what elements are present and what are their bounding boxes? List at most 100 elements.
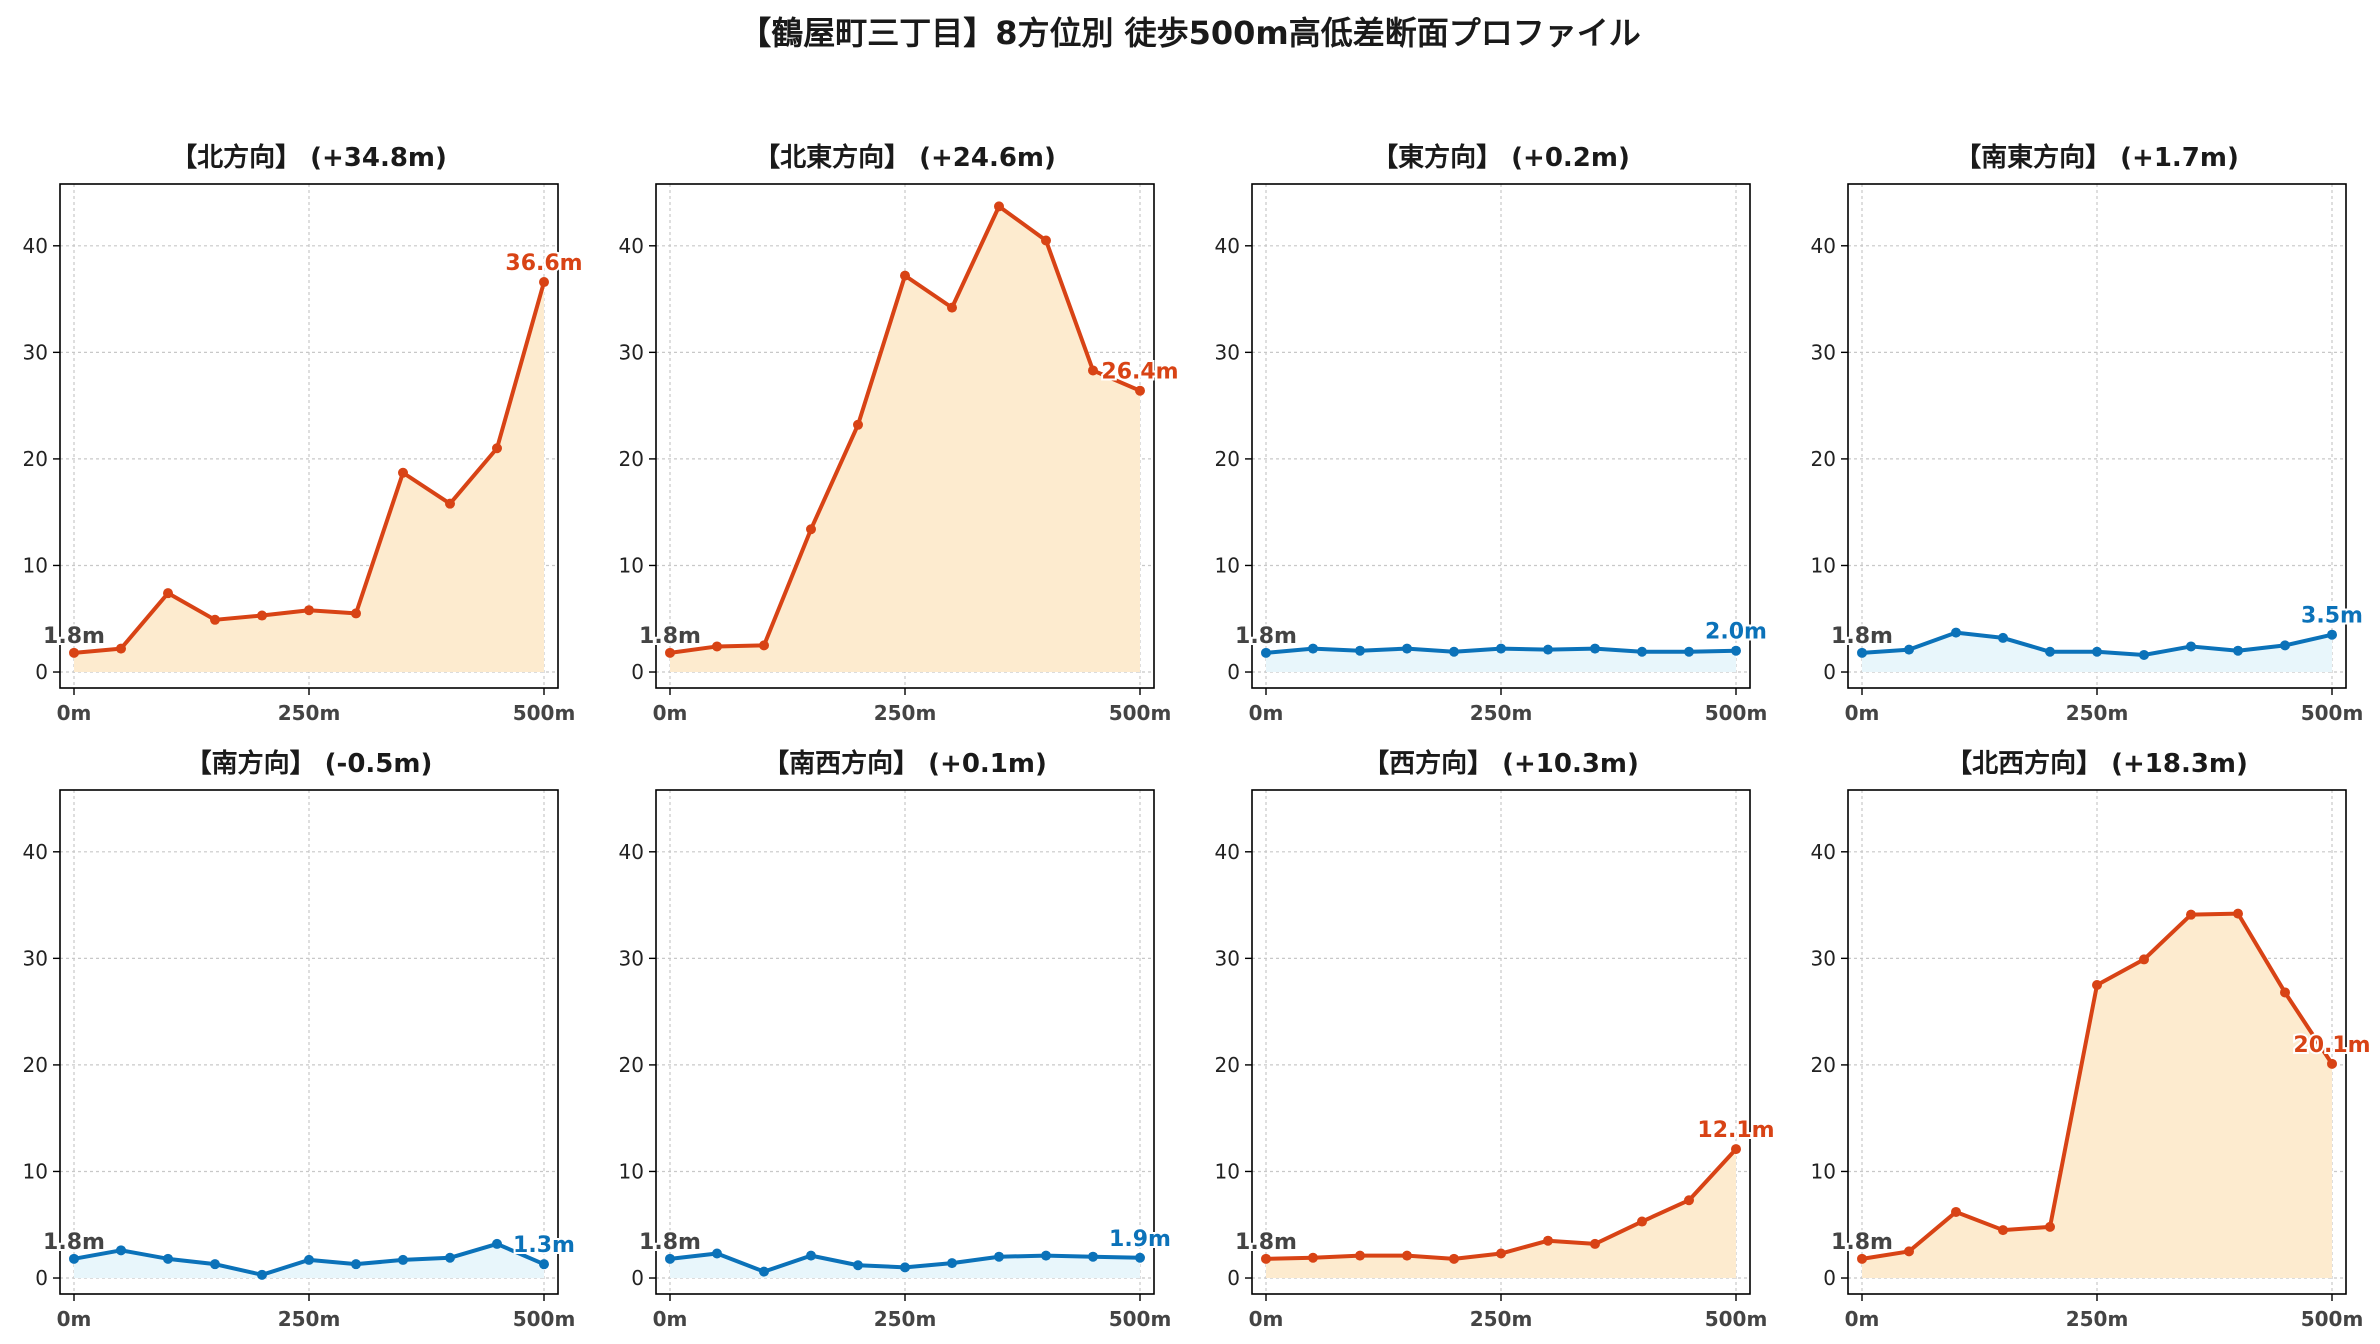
end-value-label: 12.1m bbox=[1697, 1118, 1774, 1143]
data-point bbox=[759, 640, 769, 651]
data-point bbox=[853, 1260, 863, 1271]
x-tick-label: 500m bbox=[1109, 701, 1172, 725]
panel-title: 【西方向】 (+10.3m) bbox=[1363, 748, 1639, 779]
panel-title: 【南西方向】 (+0.1m) bbox=[763, 748, 1047, 779]
y-tick-label: 30 bbox=[619, 946, 644, 970]
start-value-label: 1.8m bbox=[1831, 624, 1893, 649]
y-tick-label: 40 bbox=[1811, 234, 1836, 258]
data-point bbox=[2327, 1058, 2337, 1069]
data-point bbox=[2045, 646, 2055, 657]
data-point bbox=[351, 608, 361, 619]
start-value-label: 1.8m bbox=[1235, 624, 1297, 649]
profile-panel: 【西方向】 (+10.3m) 0 10 20 30 40 0m 250m 500m 1.8m 12.… bbox=[1215, 748, 1777, 1331]
end-value-label: 20.1m bbox=[2293, 1033, 2370, 1058]
profile-panel: 【北方向】 (+34.8m) 0 10 20 30 40 0m 250m 500m 1.8m 36.… bbox=[23, 142, 585, 725]
data-point bbox=[1402, 643, 1412, 654]
end-value-label: 1.9m bbox=[1109, 1227, 1171, 1252]
data-point bbox=[445, 498, 455, 509]
data-point bbox=[1904, 644, 1914, 655]
x-tick-label: 250m bbox=[2066, 1307, 2129, 1331]
x-tick-label: 500m bbox=[1705, 701, 1768, 725]
y-tick-label: 30 bbox=[1811, 946, 1836, 970]
y-tick-label: 40 bbox=[1215, 840, 1240, 864]
data-point bbox=[1041, 235, 1051, 246]
y-tick-label: 30 bbox=[1811, 340, 1836, 364]
x-tick-label: 250m bbox=[278, 701, 341, 725]
panel-title: 【北東方向】 (+24.6m) bbox=[754, 142, 1056, 173]
x-tick-label: 250m bbox=[874, 1307, 937, 1331]
data-point bbox=[1496, 1248, 1506, 1259]
data-point bbox=[1684, 1195, 1694, 1206]
data-point bbox=[1731, 645, 1741, 656]
data-point bbox=[1088, 1251, 1098, 1262]
data-point bbox=[806, 524, 816, 535]
data-point bbox=[1637, 646, 1647, 657]
area-fill bbox=[670, 206, 1140, 673]
data-point bbox=[69, 647, 79, 658]
data-point bbox=[2092, 646, 2102, 657]
data-point bbox=[994, 201, 1004, 212]
data-point bbox=[947, 1258, 957, 1269]
x-tick-label: 0m bbox=[1845, 1307, 1880, 1331]
data-point bbox=[116, 1245, 126, 1256]
data-point bbox=[210, 1259, 220, 1270]
area-fill bbox=[74, 282, 544, 673]
data-point bbox=[1449, 1253, 1459, 1264]
end-value-label: 26.4m bbox=[1101, 360, 1178, 385]
y-tick-label: 20 bbox=[1215, 1053, 1240, 1077]
data-point bbox=[2186, 641, 2196, 652]
profile-panel: 【南東方向】 (+1.7m) 0 10 20 30 40 0m 250m 500m 1.8m 3.5… bbox=[1811, 142, 2365, 725]
data-point bbox=[1857, 1253, 1867, 1264]
y-tick-label: 40 bbox=[1811, 840, 1836, 864]
data-point bbox=[947, 302, 957, 313]
x-tick-label: 250m bbox=[1470, 1307, 1533, 1331]
data-point bbox=[210, 614, 220, 625]
data-point bbox=[351, 1259, 361, 1270]
y-tick-label: 0 bbox=[631, 660, 644, 684]
data-point bbox=[1590, 643, 1600, 654]
y-tick-label: 20 bbox=[1811, 1053, 1836, 1077]
y-tick-label: 10 bbox=[1215, 1159, 1240, 1183]
profile-panel: 【南西方向】 (+0.1m) 0 10 20 30 40 0m 250m 500m 1.8m 1.9… bbox=[619, 748, 1173, 1331]
start-value-label: 1.8m bbox=[639, 1230, 701, 1255]
data-point bbox=[116, 643, 126, 654]
start-value-label: 1.8m bbox=[1235, 1230, 1297, 1255]
data-point bbox=[1135, 385, 1145, 396]
panel-title: 【北方向】 (+34.8m) bbox=[171, 142, 447, 173]
y-tick-label: 10 bbox=[1811, 1159, 1836, 1183]
data-point bbox=[257, 1269, 267, 1280]
x-tick-label: 250m bbox=[278, 1307, 341, 1331]
data-point bbox=[492, 443, 502, 454]
x-tick-label: 250m bbox=[2066, 701, 2129, 725]
y-tick-label: 20 bbox=[1215, 447, 1240, 471]
area-fill bbox=[1266, 648, 1736, 673]
y-tick-label: 10 bbox=[23, 553, 48, 577]
x-tick-label: 0m bbox=[1249, 1307, 1284, 1331]
data-point bbox=[445, 1252, 455, 1263]
y-tick-label: 40 bbox=[23, 234, 48, 258]
area-fill bbox=[1862, 913, 2332, 1279]
data-point bbox=[1261, 647, 1271, 658]
data-point bbox=[1135, 1252, 1145, 1263]
y-tick-label: 40 bbox=[23, 840, 48, 864]
x-tick-label: 250m bbox=[874, 701, 937, 725]
data-point bbox=[665, 647, 675, 658]
data-point bbox=[2139, 649, 2149, 660]
data-point bbox=[2139, 954, 2149, 965]
panel-title: 【東方向】 (+0.2m) bbox=[1372, 142, 1630, 173]
data-point bbox=[1904, 1246, 1914, 1257]
y-tick-label: 20 bbox=[619, 1053, 644, 1077]
data-point bbox=[1998, 632, 2008, 643]
y-tick-label: 20 bbox=[23, 1053, 48, 1077]
y-tick-label: 30 bbox=[23, 340, 48, 364]
data-point bbox=[1261, 1253, 1271, 1264]
data-point bbox=[665, 1253, 675, 1264]
data-point bbox=[492, 1238, 502, 1249]
data-point bbox=[1308, 1252, 1318, 1263]
y-tick-label: 0 bbox=[631, 1266, 644, 1290]
y-tick-label: 30 bbox=[23, 946, 48, 970]
x-tick-label: 500m bbox=[513, 701, 576, 725]
y-tick-label: 20 bbox=[1811, 447, 1836, 471]
start-value-label: 1.8m bbox=[43, 624, 105, 649]
